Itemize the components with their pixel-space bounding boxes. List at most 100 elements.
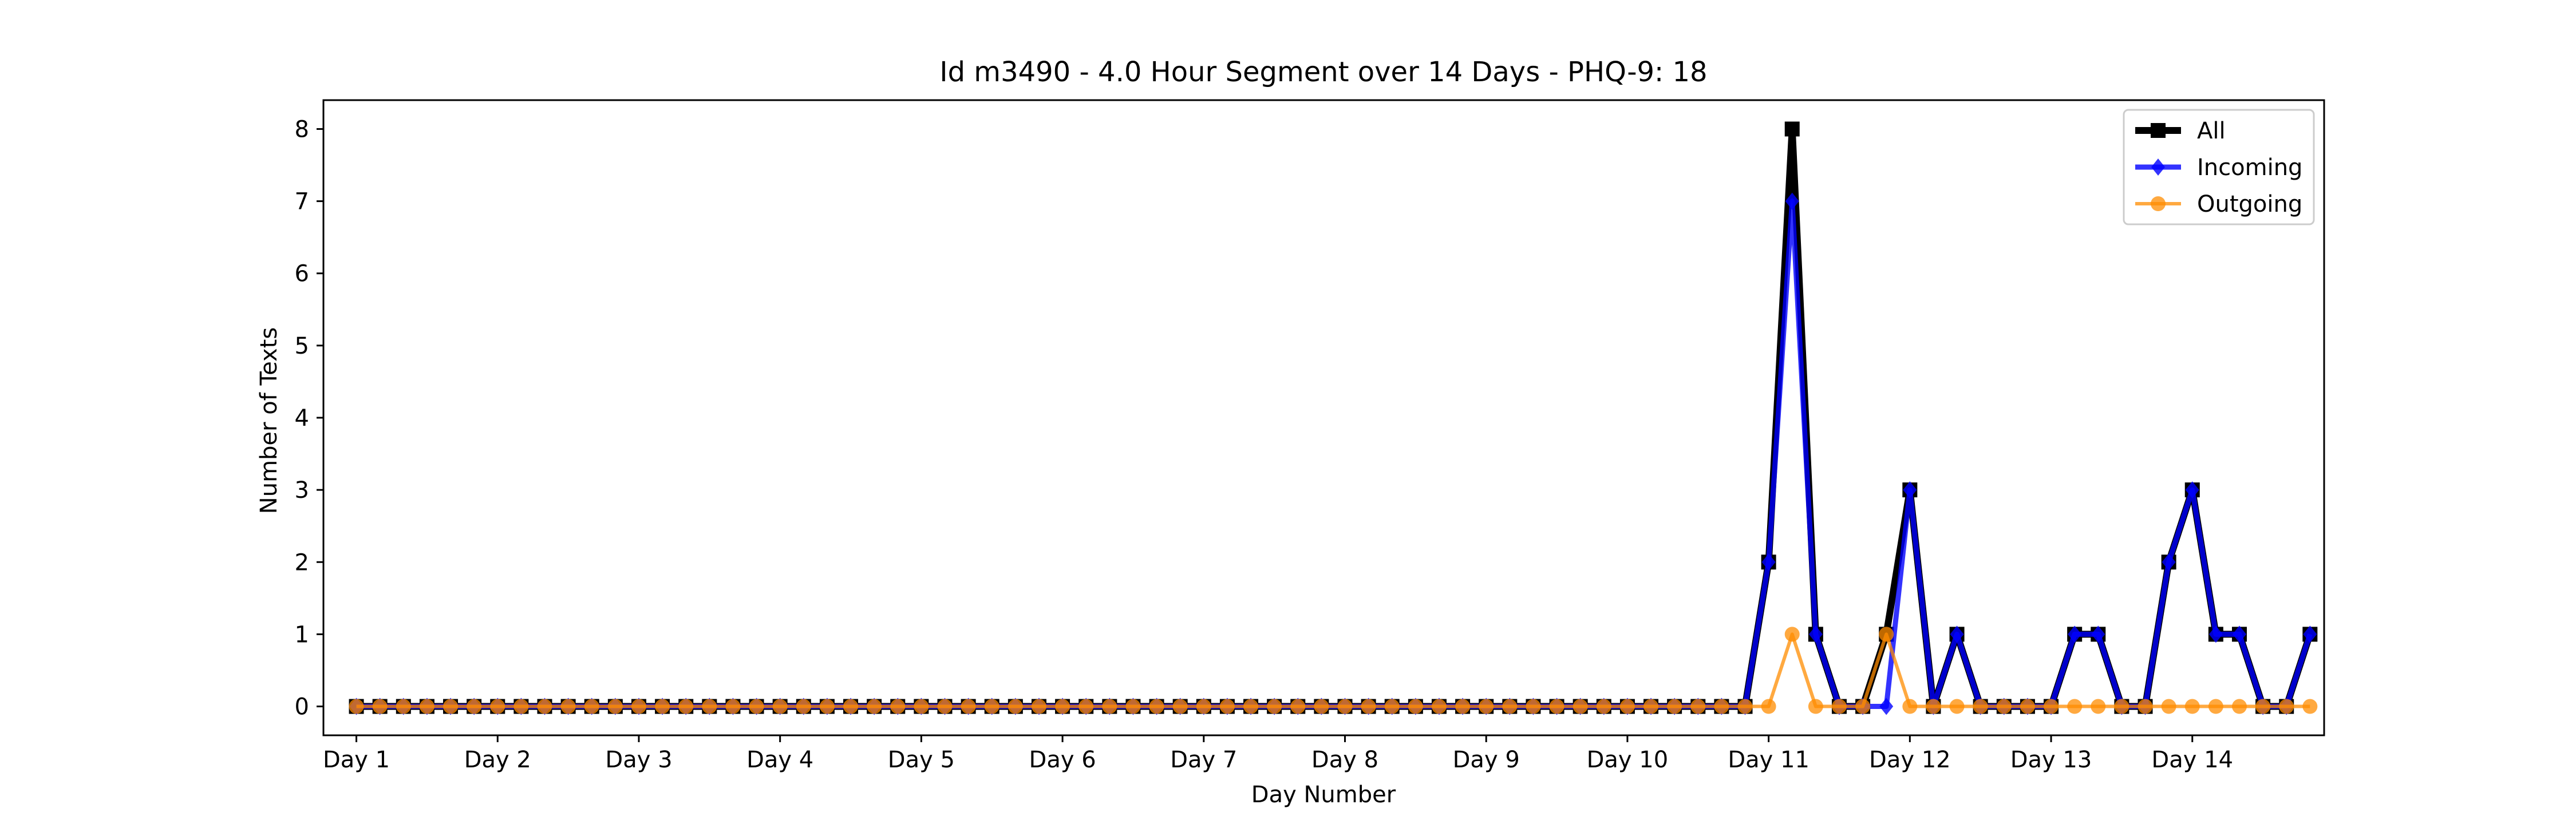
data-point-outgoing — [490, 699, 505, 714]
x-tick-label: Day 13 — [2010, 747, 2092, 773]
data-point-incoming — [1808, 625, 1823, 643]
data-point-outgoing — [1455, 699, 1471, 714]
data-point-outgoing — [2044, 699, 2059, 714]
data-point-outgoing — [1667, 699, 1682, 714]
x-tick-label: Day 1 — [323, 747, 390, 773]
data-point-outgoing — [1431, 699, 1447, 714]
data-point-outgoing — [1172, 699, 1188, 714]
data-point-outgoing — [984, 699, 999, 714]
data-point-outgoing — [2208, 699, 2223, 714]
data-point-outgoing — [2231, 699, 2247, 714]
x-tick-label: Day 8 — [1311, 747, 1378, 773]
data-point-incoming — [2208, 625, 2223, 643]
data-point-outgoing — [1619, 699, 1635, 714]
data-point-outgoing — [584, 699, 599, 714]
data-point-outgoing — [2138, 699, 2153, 714]
data-point-outgoing — [1902, 699, 1918, 714]
data-point-outgoing — [1337, 699, 1353, 714]
data-point-outgoing — [890, 699, 906, 714]
data-point-outgoing — [1219, 699, 1235, 714]
data-point-outgoing — [1996, 699, 2012, 714]
data-point-outgoing — [1361, 699, 1376, 714]
data-point-outgoing — [1714, 699, 1729, 714]
data-point-outgoing — [1408, 699, 1423, 714]
data-point-outgoing — [1008, 699, 1023, 714]
data-point-outgoing — [1831, 699, 1847, 714]
data-point-outgoing — [560, 699, 576, 714]
chart-title: Id m3490 - 4.0 Hour Segment over 14 Days… — [939, 56, 1707, 88]
data-point-incoming — [2232, 625, 2246, 643]
data-point-outgoing — [2114, 699, 2129, 714]
data-point-outgoing — [2091, 699, 2106, 714]
data-point-incoming — [1903, 481, 1917, 499]
data-point-outgoing — [1502, 699, 1518, 714]
y-tick-label: 0 — [295, 694, 309, 720]
legend-item-outgoing: Outgoing — [2135, 191, 2302, 217]
x-axis-title: Day Number — [1251, 782, 1396, 808]
x-tick-label: Day 6 — [1029, 747, 1096, 773]
data-point-incoming — [1879, 698, 1894, 715]
data-point-outgoing — [537, 699, 552, 714]
data-point-outgoing — [1055, 699, 1070, 714]
data-point-outgoing — [1690, 699, 1706, 714]
y-tick-label: 6 — [295, 261, 309, 287]
y-tick-label: 3 — [295, 477, 309, 504]
data-point-outgoing — [443, 699, 459, 714]
data-point-outgoing — [631, 699, 646, 714]
data-point-outgoing — [1102, 699, 1117, 714]
data-point-outgoing — [702, 699, 717, 714]
y-tick-label: 1 — [295, 621, 309, 648]
data-point-outgoing — [1384, 699, 1400, 714]
data-point-outgoing — [467, 699, 482, 714]
data-point-outgoing — [1526, 699, 1541, 714]
y-tick-label: 5 — [295, 333, 309, 359]
data-point-outgoing — [937, 699, 953, 714]
legend-label: All — [2197, 118, 2226, 144]
data-point-outgoing — [819, 699, 835, 714]
data-point-incoming — [2091, 625, 2105, 643]
legend-label: Incoming — [2197, 154, 2302, 181]
data-point-incoming — [1785, 192, 1799, 210]
data-point-outgoing — [419, 699, 434, 714]
data-point-outgoing — [1855, 699, 1871, 714]
data-point-outgoing — [1808, 699, 1823, 714]
data-point-outgoing — [607, 699, 623, 714]
legend: All Incoming Outgoing — [2123, 109, 2315, 225]
y-tick-label: 2 — [295, 549, 309, 576]
y-axis-title: Number of Texts — [256, 327, 282, 514]
plot-layer — [349, 121, 2318, 715]
x-tick-label: Day 14 — [2151, 747, 2233, 773]
series-outgoing — [349, 627, 2318, 714]
data-point-outgoing — [396, 699, 411, 714]
y-tick-label: 8 — [295, 116, 309, 142]
data-point-outgoing — [1031, 699, 1046, 714]
data-point-outgoing — [1479, 699, 1494, 714]
x-tick-label: Day 4 — [746, 747, 813, 773]
data-point-outgoing — [1125, 699, 1141, 714]
data-point-outgoing — [1267, 699, 1282, 714]
data-point-outgoing — [1078, 699, 1094, 714]
data-point-incoming — [2303, 625, 2317, 643]
data-point-outgoing — [961, 699, 976, 714]
data-point-outgoing — [725, 699, 741, 714]
data-point-outgoing — [1314, 699, 1329, 714]
data-point-outgoing — [1149, 699, 1164, 714]
data-point-outgoing — [1784, 627, 1800, 642]
data-point-outgoing — [513, 699, 529, 714]
data-point-outgoing — [1196, 699, 1211, 714]
data-point-outgoing — [1761, 699, 1776, 714]
data-point-outgoing — [1973, 699, 1988, 714]
data-point-outgoing — [1290, 699, 1306, 714]
legend-marker — [2151, 159, 2165, 176]
x-tick-label: Day 5 — [888, 747, 955, 773]
x-tick-label: Day 7 — [1170, 747, 1237, 773]
data-point-incoming — [2068, 625, 2082, 643]
legend-item-all: All — [2135, 118, 2226, 144]
data-point-outgoing — [2067, 699, 2083, 714]
data-point-outgoing — [796, 699, 811, 714]
data-point-outgoing — [772, 699, 788, 714]
x-tick-label: Day 2 — [464, 747, 531, 773]
data-point-outgoing — [1879, 627, 1894, 642]
x-tick-label: Day 9 — [1453, 747, 1520, 773]
